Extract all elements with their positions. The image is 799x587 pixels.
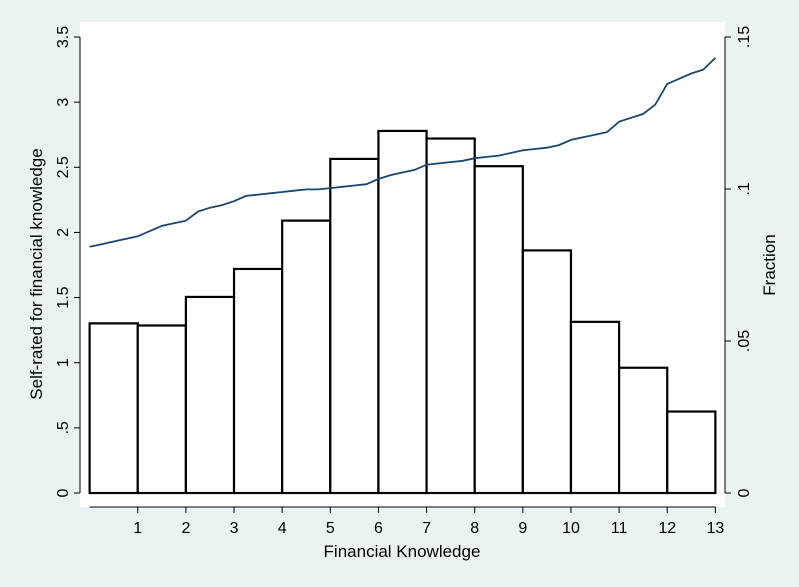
left-axis-tick-label: 2 (55, 228, 72, 237)
x-axis-tick-label: 13 (706, 520, 724, 537)
left-axis-tick-label: 1 (55, 358, 72, 367)
right-axis-tick-label: .1 (736, 182, 753, 195)
x-axis-tick-label: 8 (470, 520, 479, 537)
x-axis-tick-label: 2 (181, 520, 190, 537)
right-axis-title: Fraction (760, 234, 779, 295)
x-axis-tick-label: 12 (658, 520, 676, 537)
left-axis-tick-label: .5 (55, 421, 72, 434)
line-series (89, 57, 717, 248)
histogram-bars (88, 129, 717, 495)
x-axis-tick-label: 3 (230, 520, 239, 537)
x-axis-tick-label: 10 (562, 520, 580, 537)
left-axis-tick-label: 3.5 (55, 26, 72, 48)
left-axis-title: Self-rated for financial knowledge (27, 148, 46, 399)
histogram-bar (281, 219, 332, 495)
x-axis-tick-label: 9 (518, 520, 527, 537)
histogram-bar (521, 249, 573, 495)
histogram-bar (377, 129, 428, 495)
x-axis-tick-label: 5 (326, 520, 335, 537)
histogram-bar (618, 366, 669, 495)
histogram-bar (184, 295, 236, 495)
histogram-bar (666, 410, 717, 495)
left-axis-tick-label: 3 (55, 98, 72, 107)
histogram-bar (329, 157, 380, 495)
histogram-bar (136, 324, 187, 495)
x-axis-tick-label: 11 (611, 520, 628, 537)
right-axis-tick-label: .15 (736, 26, 753, 48)
x-axis-title: Financial Knowledge (324, 542, 481, 561)
x-axis-tick-label: 7 (422, 520, 431, 537)
x-axis-tick-label: 6 (374, 520, 383, 537)
histogram-bar (232, 267, 284, 495)
histogram-bar (425, 137, 476, 495)
histogram-bar (88, 322, 139, 495)
axes: 0.511.522.533.50.05.1.151 2 3 4 5 6 7 8 9 10 11 12 1… (55, 26, 753, 537)
left-axis-tick-label: 2.5 (55, 156, 72, 178)
right-axis-tick-label: .05 (736, 330, 753, 352)
left-axis-tick-label: 1.5 (55, 286, 72, 308)
x-axis-tick-label: 4 (278, 520, 287, 537)
histogram-bar (473, 165, 524, 495)
left-axis-tick-label: 0 (55, 488, 72, 497)
histogram-bar (569, 320, 621, 495)
x-axis-tick-label: 1 (133, 520, 142, 537)
right-axis-tick-label: 0 (736, 488, 753, 497)
